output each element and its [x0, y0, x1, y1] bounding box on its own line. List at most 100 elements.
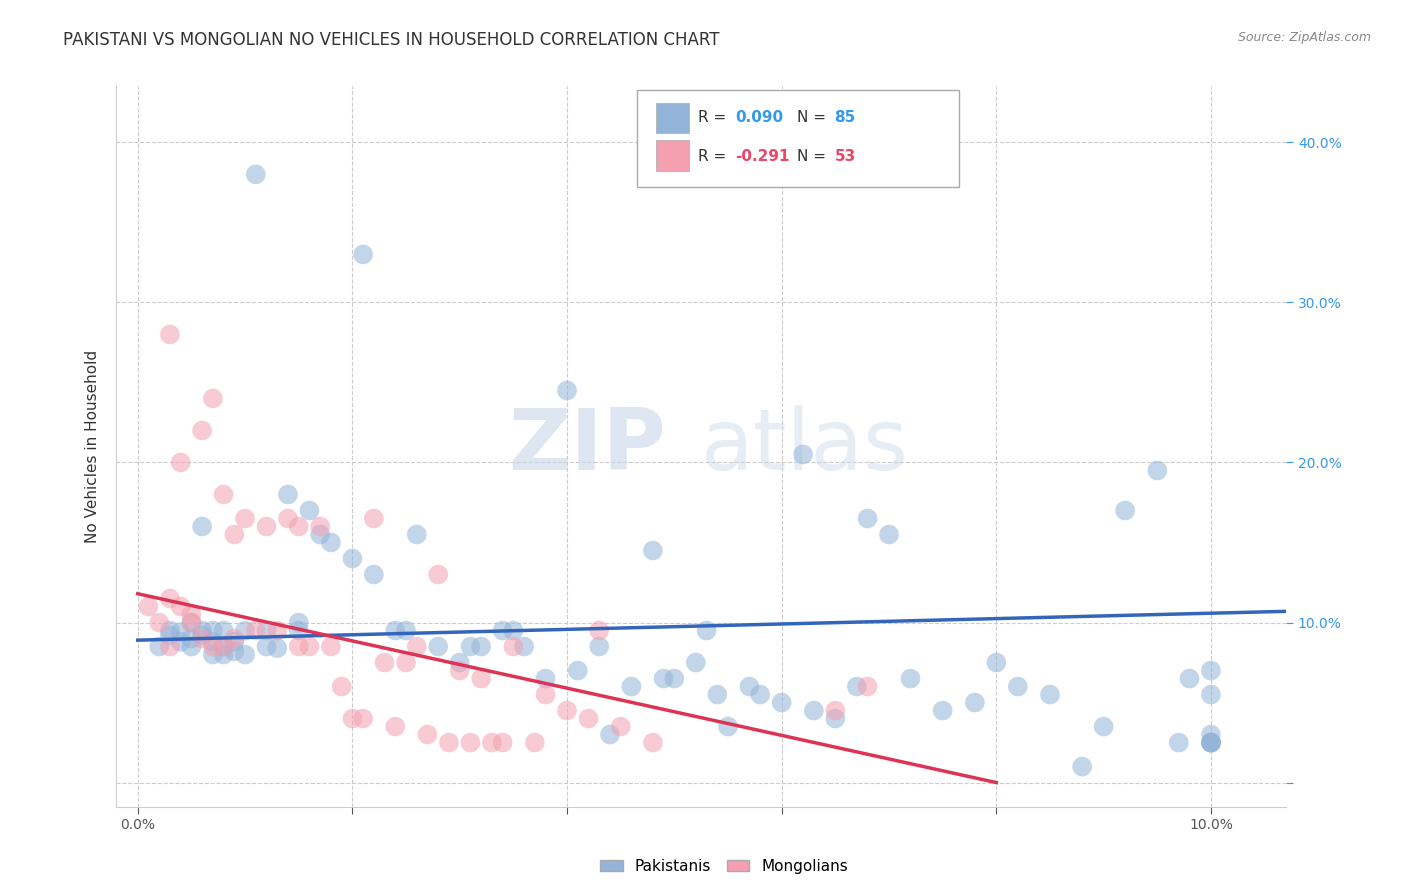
Point [588, 640, 610, 654]
Point [931, 704, 953, 718]
Point [963, 696, 986, 710]
Point [298, 503, 321, 517]
Point [641, 735, 664, 749]
Point [287, 519, 309, 533]
Point [159, 624, 181, 638]
Point [470, 672, 492, 686]
Point [191, 624, 214, 638]
Point [319, 640, 342, 654]
Point [256, 640, 278, 654]
Text: -0.291: -0.291 [735, 149, 790, 164]
Point [201, 392, 224, 406]
Point [159, 640, 181, 654]
Legend: Pakistanis, Mongolians: Pakistanis, Mongolians [593, 853, 855, 880]
Point [609, 720, 631, 734]
Point [233, 511, 256, 525]
Point [180, 640, 202, 654]
Text: Source: ZipAtlas.com: Source: ZipAtlas.com [1237, 31, 1371, 45]
Point [491, 624, 513, 638]
Point [770, 696, 793, 710]
Point [224, 634, 246, 648]
Point [191, 628, 214, 642]
FancyBboxPatch shape [655, 140, 689, 170]
Point [233, 648, 256, 662]
Point [856, 511, 879, 525]
Point [363, 567, 385, 582]
Point [1199, 735, 1222, 749]
Point [212, 640, 235, 654]
Point [717, 720, 740, 734]
Point [224, 644, 246, 658]
Point [374, 656, 396, 670]
Point [212, 640, 235, 654]
Point [266, 641, 288, 656]
Point [578, 712, 600, 726]
Point [384, 624, 406, 638]
Point [201, 648, 224, 662]
Text: R =: R = [697, 110, 731, 125]
Point [148, 640, 170, 654]
Point [298, 640, 321, 654]
Point [588, 624, 610, 638]
Text: 85: 85 [835, 110, 856, 125]
Point [169, 599, 191, 614]
FancyBboxPatch shape [655, 103, 689, 133]
Point [599, 728, 621, 742]
Point [212, 624, 235, 638]
Point [1199, 735, 1222, 749]
Point [856, 680, 879, 694]
Point [986, 656, 1008, 670]
Point [1146, 463, 1168, 477]
Point [180, 615, 202, 630]
Point [1199, 735, 1222, 749]
Point [180, 632, 202, 646]
Point [513, 640, 536, 654]
Text: 0.090: 0.090 [735, 110, 783, 125]
Point [201, 624, 224, 638]
Text: PAKISTANI VS MONGOLIAN NO VEHICLES IN HOUSEHOLD CORRELATION CHART: PAKISTANI VS MONGOLIAN NO VEHICLES IN HO… [63, 31, 720, 49]
Point [256, 624, 278, 638]
Point [460, 640, 482, 654]
Text: N =: N = [797, 149, 831, 164]
Point [1199, 728, 1222, 742]
Point [1039, 688, 1062, 702]
Point [749, 688, 772, 702]
Point [792, 448, 814, 462]
Point [159, 327, 181, 342]
Point [342, 712, 364, 726]
Point [180, 607, 202, 622]
Point [330, 680, 353, 694]
Point [233, 624, 256, 638]
Point [309, 527, 332, 541]
Point [169, 634, 191, 648]
Point [1114, 503, 1136, 517]
Point [266, 624, 288, 638]
Point [148, 615, 170, 630]
Point [201, 640, 224, 654]
Point [620, 680, 643, 694]
Point [352, 712, 374, 726]
Point [555, 704, 578, 718]
Point [180, 615, 202, 630]
Point [201, 634, 224, 648]
Point [352, 247, 374, 261]
Point [555, 384, 578, 398]
Point [481, 735, 503, 749]
Point [502, 624, 524, 638]
Point [159, 628, 181, 642]
Point [460, 735, 482, 749]
Point [491, 735, 513, 749]
Point [824, 704, 846, 718]
Point [567, 664, 589, 678]
Point [245, 624, 267, 638]
Point [449, 664, 471, 678]
Point [224, 632, 246, 646]
Text: ZIP: ZIP [509, 405, 666, 488]
Y-axis label: No Vehicles in Household: No Vehicles in Household [86, 350, 100, 543]
Point [652, 672, 675, 686]
Point [169, 455, 191, 469]
Point [1007, 680, 1029, 694]
Point [641, 543, 664, 558]
Point [1167, 735, 1189, 749]
Point [395, 624, 418, 638]
